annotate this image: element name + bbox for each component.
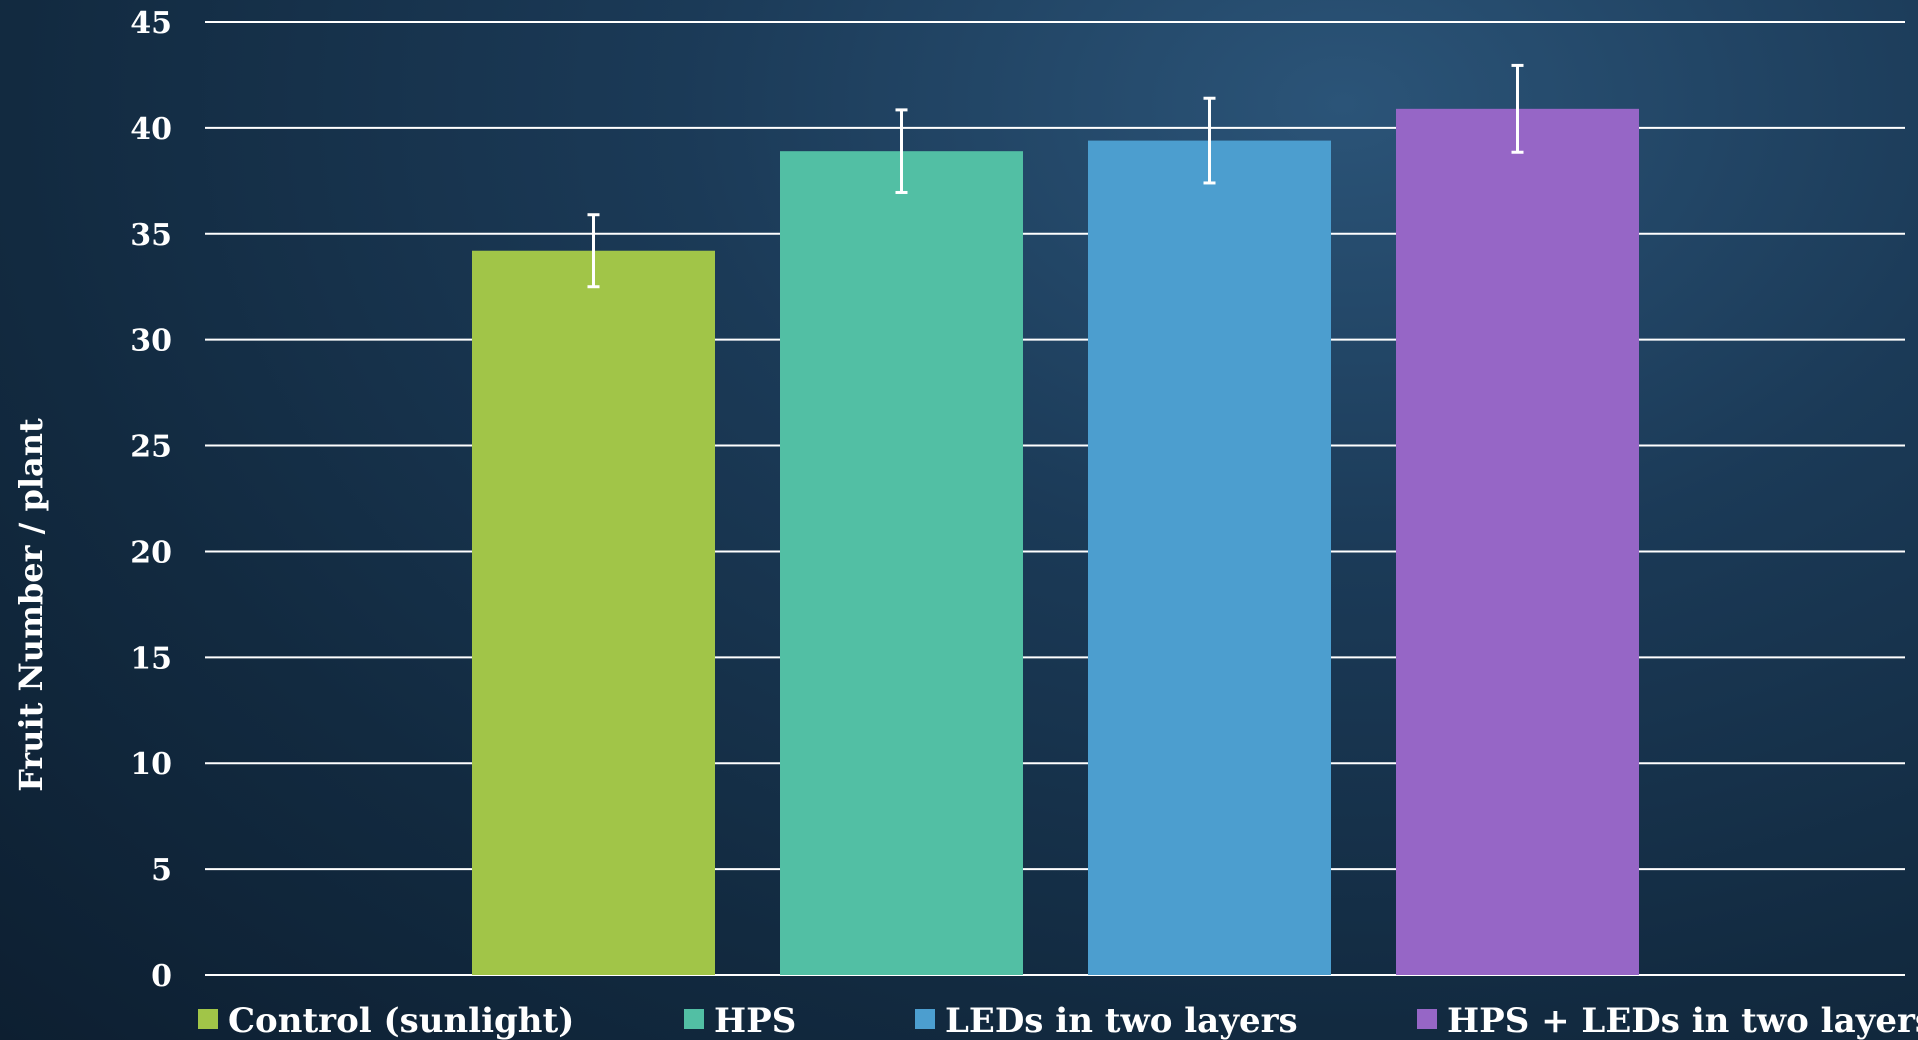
bar: [780, 151, 1023, 975]
y-axis-ticks: 0 5 10 15 20 25 30 35 40 45: [130, 6, 172, 994]
y-tick-label: 5: [151, 853, 172, 888]
legend-swatch: [1417, 1009, 1437, 1029]
y-tick-label: 30: [130, 324, 172, 359]
gridlines: [205, 21, 1905, 976]
y-tick-label: 35: [130, 218, 172, 253]
legend-swatch: [684, 1009, 704, 1029]
legend: Control (sunlight) HPS LEDs in two layers H…: [198, 1001, 1918, 1040]
legend-label: HPS: [714, 1001, 796, 1040]
legend-label: Control (sunlight): [228, 1001, 574, 1040]
y-tick-label: 25: [130, 430, 172, 465]
y-tick-label: 20: [130, 535, 172, 570]
legend-label: HPS + LEDs in two layers: [1447, 1001, 1918, 1040]
legend-swatch: [198, 1009, 218, 1029]
y-axis-title: Fruit Number / plant: [12, 418, 50, 792]
y-tick-label: 40: [130, 112, 172, 147]
legend-label: LEDs in two layers: [945, 1001, 1298, 1040]
y-tick-label: 45: [130, 6, 172, 41]
bar: [1088, 140, 1331, 975]
y-tick-label: 10: [130, 747, 172, 782]
bar: [1396, 108, 1639, 976]
bar: [472, 250, 715, 976]
legend-swatch: [915, 1009, 935, 1029]
bars: [472, 108, 1639, 976]
y-tick-label: 0: [151, 959, 172, 994]
y-tick-label: 15: [130, 641, 172, 676]
error-bars: [587, 63, 1524, 289]
